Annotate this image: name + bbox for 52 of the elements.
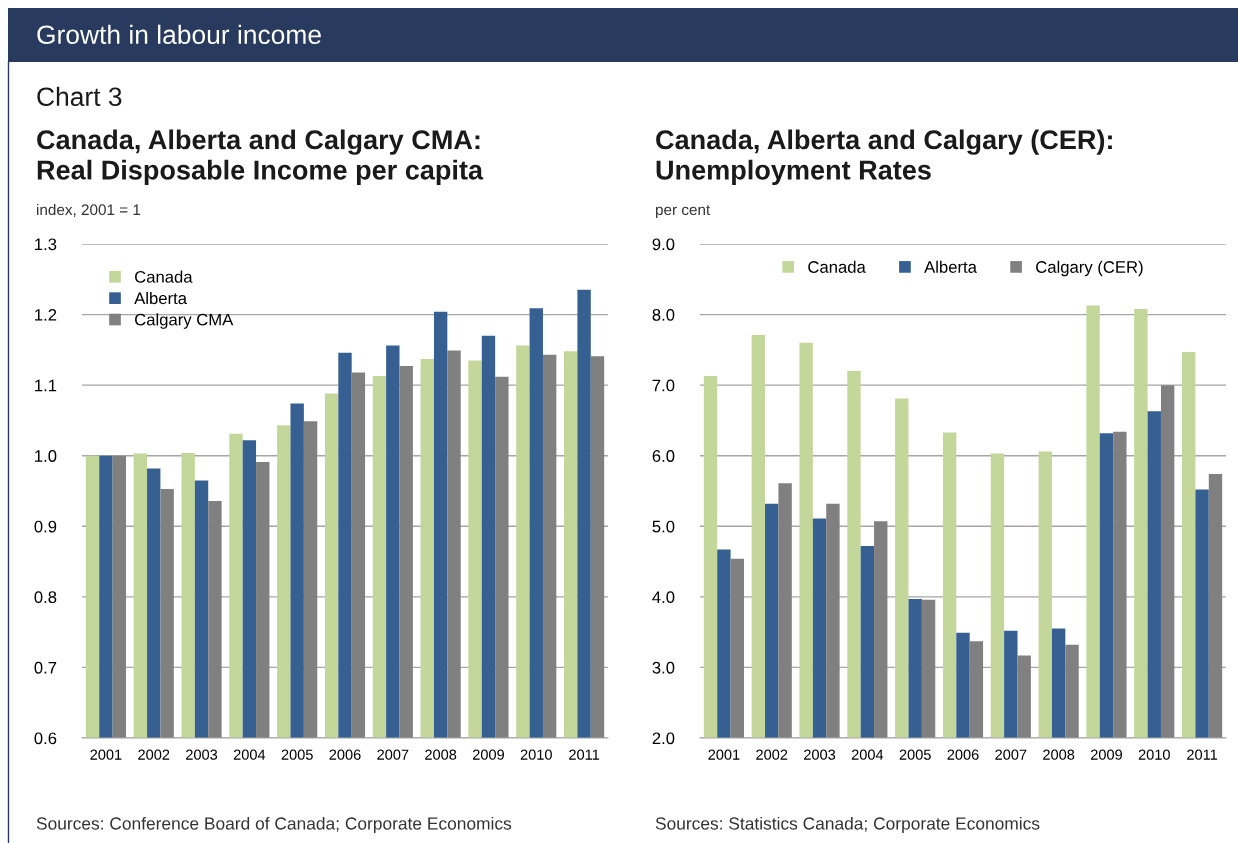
x-tick-label: 2007 [377, 749, 409, 760]
x-tick-label: 2008 [1043, 749, 1075, 760]
x-tick-label: 2004 [851, 749, 884, 760]
x-tick-label: 2007 [995, 749, 1027, 760]
x-tick-label: 2003 [804, 749, 836, 760]
x-tick-label: 2008 [425, 749, 457, 760]
y-tick-label: 1.1 [35, 379, 57, 392]
y-tick-label: 4.0 [652, 591, 675, 604]
y-tick-label: 0.9 [34, 520, 57, 533]
legend-label: Alberta [924, 260, 977, 273]
x-tick-label: 2003 [186, 749, 218, 760]
x-tick-label: 2005 [899, 749, 931, 760]
y-tick-label: 7.0 [652, 379, 675, 392]
y-tick-label: 2.0 [652, 732, 675, 745]
x-tick-label: 2010 [520, 749, 552, 760]
y-axis-title: per cent [655, 205, 711, 219]
y-axis-title: index, 2001 = 1 [37, 203, 141, 217]
x-tick-label: 2001 [90, 749, 122, 760]
x-tick-label: 2006 [329, 749, 361, 760]
x-tick-label: 2010 [1138, 749, 1170, 760]
y-tick-label: 1.0 [35, 450, 57, 462]
legend-label: Calgary CMA [135, 313, 234, 329]
legend-label: Canada [808, 260, 866, 273]
x-tick-label: 2011 [1187, 749, 1218, 760]
x-tick-label: 2001 [708, 749, 740, 760]
y-tick-label: 1.3 [35, 238, 57, 251]
y-tick-label: 6.0 [652, 450, 675, 462]
x-tick-label: 2009 [1090, 749, 1122, 760]
x-tick-label: 2002 [756, 749, 788, 760]
text: Growth in labour income [37, 24, 321, 45]
x-tick-label: 2009 [472, 749, 504, 760]
legend-label: Canada [135, 270, 193, 283]
source-note: Sources: Statistics Canada; Corporate Economics [655, 816, 1040, 834]
legend-label: Alberta [134, 291, 187, 305]
y-tick-label: 0.7 [34, 661, 57, 674]
y-tick-label: 1.2 [35, 308, 57, 321]
y-tick-label: 9.0 [652, 238, 675, 251]
caption: Chart 3 [37, 86, 122, 107]
y-tick-label: 8.0 [652, 308, 675, 321]
source-note: Sources: Conference Board of Canada; Corporate Economics [36, 816, 512, 834]
x-tick-label: 2011 [569, 749, 600, 760]
chart-title: Canada, Alberta and Calgary CMA: Real Disposable Income per capita [37, 129, 484, 185]
x-tick-label: 2002 [138, 749, 170, 760]
y-tick-label: 5.0 [652, 520, 675, 533]
chart-title: Canada, Alberta and Calgary (CER): Unemployment Rates [656, 129, 1112, 185]
x-tick-label: 2005 [281, 749, 313, 760]
x-tick-label: 2004 [233, 749, 266, 760]
x-tick-label: 2006 [947, 749, 979, 760]
y-tick-label: 0.8 [34, 591, 57, 604]
y-tick-label: 0.6 [34, 732, 57, 745]
legend-label: Calgary (CER) [1036, 260, 1143, 277]
y-tick-label: 3.0 [652, 661, 675, 674]
